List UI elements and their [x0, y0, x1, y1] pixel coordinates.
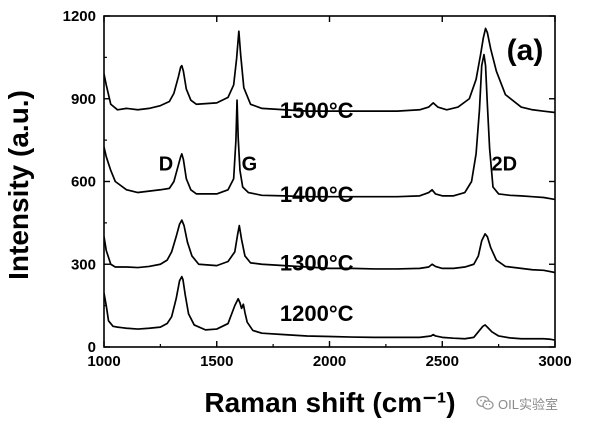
panel-label: (a) — [507, 34, 544, 67]
y-tick-label: 300 — [71, 256, 96, 273]
series-line-2 — [104, 53, 555, 201]
series-layer: 1200°C 1300°C 1400°C 1500°C — [104, 27, 555, 341]
x-tick-label: 3000 — [538, 353, 571, 370]
y-axis-title: Intensity (a.u.) — [3, 90, 34, 280]
peak-label: D — [159, 153, 173, 175]
series-label: 1500°C — [280, 98, 354, 123]
annotation-layer: D G 2D (a) — [159, 34, 544, 175]
series-label: 1300°C — [280, 251, 354, 276]
x-axis-title: Raman shift (cm⁻¹) — [204, 387, 455, 418]
y-tick-label: 600 — [71, 174, 96, 191]
x-tick-label: 1500 — [200, 353, 233, 370]
ticks-layer: 1000 1500 2000 2500 3000 0 300 600 900 1200 — [63, 8, 572, 370]
peak-label: 2D — [491, 153, 517, 175]
x-tick-label: 2500 — [426, 353, 459, 370]
y-tick-label: 1200 — [63, 8, 96, 25]
y-tick-label: 0 — [88, 339, 96, 356]
watermark: OIL实验室 — [476, 392, 558, 414]
series-line-0 — [104, 275, 555, 341]
x-tick-label: 1000 — [87, 353, 120, 370]
wechat-icon — [476, 395, 494, 411]
peak-label: G — [242, 153, 258, 175]
series-line-1 — [104, 219, 555, 274]
series-label: 1400°C — [280, 182, 354, 207]
y-tick-label: 900 — [71, 91, 96, 108]
series-line-3 — [104, 27, 555, 114]
series-label: 1200°C — [280, 301, 354, 326]
x-tick-label: 2000 — [313, 353, 346, 370]
watermark-text: OIL实验室 — [498, 396, 558, 412]
